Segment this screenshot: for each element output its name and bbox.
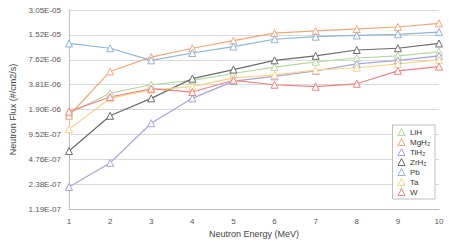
svg-text:9: 9 bbox=[396, 217, 401, 226]
svg-text:W: W bbox=[410, 188, 418, 197]
svg-text:3: 3 bbox=[149, 217, 154, 226]
svg-text:Ta: Ta bbox=[410, 178, 419, 187]
svg-text:6: 6 bbox=[272, 217, 277, 226]
svg-text:Neutron Flux (#/cm2/s): Neutron Flux (#/cm2/s) bbox=[8, 64, 18, 156]
svg-text:5: 5 bbox=[231, 217, 236, 226]
svg-text:ZrH₂: ZrH₂ bbox=[410, 158, 426, 167]
svg-text:2: 2 bbox=[108, 217, 113, 226]
svg-text:8: 8 bbox=[355, 217, 360, 226]
svg-text:4.76E-07: 4.76E-07 bbox=[29, 155, 62, 164]
svg-text:1.90E-06: 1.90E-06 bbox=[29, 105, 62, 114]
svg-text:Neutron Energy (MeV): Neutron Energy (MeV) bbox=[209, 229, 299, 239]
svg-text:7.62E-06: 7.62E-06 bbox=[29, 55, 62, 64]
svg-text:MgH₂: MgH₂ bbox=[410, 138, 430, 147]
svg-text:3.05E-05: 3.05E-05 bbox=[29, 6, 62, 15]
svg-text:7: 7 bbox=[313, 217, 318, 226]
svg-text:1.19E-07: 1.19E-07 bbox=[29, 205, 62, 214]
svg-text:1: 1 bbox=[67, 217, 72, 226]
svg-text:TiH₂: TiH₂ bbox=[410, 148, 425, 157]
svg-text:1.52E-05: 1.52E-05 bbox=[29, 30, 62, 39]
svg-text:3.81E-06: 3.81E-06 bbox=[29, 80, 62, 89]
svg-text:Pb: Pb bbox=[410, 168, 420, 177]
svg-text:LiH: LiH bbox=[410, 128, 422, 137]
svg-text:2.38E-07: 2.38E-07 bbox=[29, 180, 62, 189]
svg-text:9.52E-07: 9.52E-07 bbox=[29, 130, 62, 139]
svg-text:10: 10 bbox=[435, 217, 444, 226]
svg-text:4: 4 bbox=[190, 217, 195, 226]
